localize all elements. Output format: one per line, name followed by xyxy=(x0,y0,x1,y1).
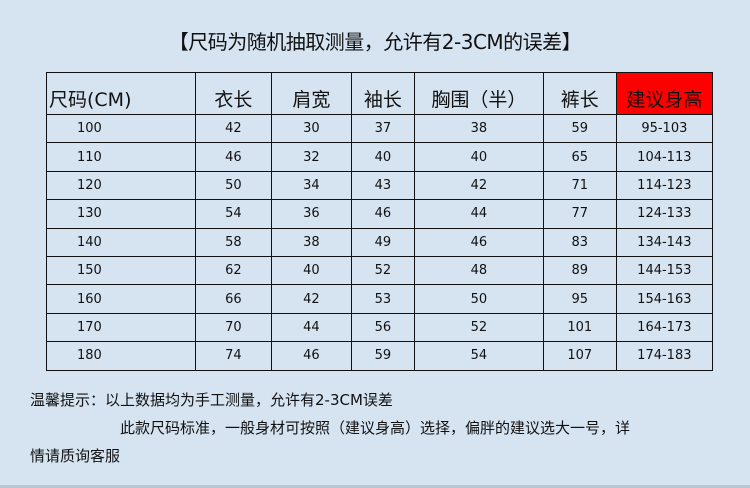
table-cell: 65 xyxy=(542,142,617,172)
table-cell: 59 xyxy=(350,341,415,371)
size-table: 尺码(CM) 衣长 肩宽 袖长 胸围（半） 裤长 建议身高 100 42 30 37 3… xyxy=(46,72,714,371)
table-cell: 50 xyxy=(413,284,544,314)
table-cell: 150 xyxy=(46,255,196,286)
table-cell: 40 xyxy=(270,255,352,286)
notes: 温馨提示：以上数据均为手工测量，允许有2-3CM误差 此款尺码标准，一般身材可按… xyxy=(30,386,730,470)
table-cell: 46 xyxy=(350,199,415,229)
table-cell: 58 xyxy=(194,227,272,257)
header-length: 衣长 xyxy=(194,72,272,115)
table-cell: 43 xyxy=(350,170,415,201)
table-cell: 140 xyxy=(46,227,196,257)
table-cell: 83 xyxy=(542,227,617,257)
table-row: 140 58 38 49 46 83 134-143 xyxy=(46,227,714,257)
table-cell: 44 xyxy=(270,312,352,343)
table-cell: 101 xyxy=(542,312,617,343)
note-line-3: 情请质询客服 xyxy=(30,447,121,465)
table-cell: 38 xyxy=(270,227,352,257)
header-shoulder: 肩宽 xyxy=(270,72,352,115)
header-sleeve: 袖长 xyxy=(350,72,415,115)
table-cell: 74 xyxy=(194,341,272,371)
table-cell: 46 xyxy=(270,341,352,371)
table-cell: 70 xyxy=(194,312,272,343)
table-cell: 95-103 xyxy=(615,113,714,144)
table-cell: 54 xyxy=(194,199,272,229)
note-line-1: 温馨提示：以上数据均为手工测量，允许有2-3CM误差 xyxy=(30,391,393,409)
table-cell: 110 xyxy=(46,142,196,172)
table-cell: 134-143 xyxy=(615,227,714,257)
table-cell: 100 xyxy=(46,113,196,144)
note-line-2: 此款尺码标准，一般身材可按照（建议身高）选择，偏胖的建议选大一号，详 xyxy=(120,419,631,437)
table-cell: 42 xyxy=(194,113,272,144)
table-cell: 144-153 xyxy=(615,255,714,286)
table-cell: 107 xyxy=(542,341,617,371)
table-cell: 124-133 xyxy=(615,199,714,229)
size-chart-title: 【尺码为随机抽取测量，允许有2-3CM的误差】 xyxy=(168,30,582,54)
table-cell: 32 xyxy=(270,142,352,172)
table-row: 130 54 36 46 44 77 124-133 xyxy=(46,199,714,229)
table-cell: 30 xyxy=(270,113,352,144)
table-cell: 77 xyxy=(542,199,617,229)
table-cell: 40 xyxy=(350,142,415,172)
header-suggested-height: 建议身高 xyxy=(615,72,714,115)
table-cell: 52 xyxy=(413,312,544,343)
table-cell: 38 xyxy=(413,113,544,144)
table-cell: 114-123 xyxy=(615,170,714,201)
table-cell: 59 xyxy=(542,113,617,144)
table-row: 150 62 40 52 48 89 144-153 xyxy=(46,255,714,286)
table-cell: 164-173 xyxy=(615,312,714,343)
table-row: 180 74 46 59 54 107 174-183 xyxy=(46,341,714,371)
table-cell: 66 xyxy=(194,284,272,314)
divider xyxy=(0,485,750,488)
table-row: 170 70 44 56 52 101 164-173 xyxy=(46,312,714,343)
header-chest: 胸围（半） xyxy=(413,72,544,115)
table-cell: 89 xyxy=(542,255,617,286)
table-cell: 40 xyxy=(413,142,544,172)
table-cell: 120 xyxy=(46,170,196,201)
table-cell: 48 xyxy=(413,255,544,286)
table-cell: 174-183 xyxy=(615,341,714,371)
table-cell: 95 xyxy=(542,284,617,314)
table-cell: 34 xyxy=(270,170,352,201)
header-size: 尺码(CM) xyxy=(46,72,196,115)
table-row: 160 66 42 53 50 95 154-163 xyxy=(46,284,714,314)
table-cell: 46 xyxy=(194,142,272,172)
table-row: 110 46 32 40 40 65 104-113 xyxy=(46,142,714,172)
table-cell: 54 xyxy=(413,341,544,371)
table-cell: 42 xyxy=(270,284,352,314)
table-cell: 71 xyxy=(542,170,617,201)
table-cell: 44 xyxy=(413,199,544,229)
table-cell: 154-163 xyxy=(615,284,714,314)
table-cell: 180 xyxy=(46,341,196,371)
table-cell: 50 xyxy=(194,170,272,201)
table-row: 120 50 34 43 42 71 114-123 xyxy=(46,170,714,201)
table-header-row: 尺码(CM) 衣长 肩宽 袖长 胸围（半） 裤长 建议身高 xyxy=(46,72,714,115)
table-cell: 53 xyxy=(350,284,415,314)
table-cell: 42 xyxy=(413,170,544,201)
table-cell: 56 xyxy=(350,312,415,343)
table-cell: 49 xyxy=(350,227,415,257)
table-cell: 170 xyxy=(46,312,196,343)
table-row: 100 42 30 37 38 59 95-103 xyxy=(46,113,714,144)
table-cell: 46 xyxy=(413,227,544,257)
header-pants-length: 裤长 xyxy=(542,72,617,115)
table-cell: 62 xyxy=(194,255,272,286)
table-cell: 36 xyxy=(270,199,352,229)
table-cell: 160 xyxy=(46,284,196,314)
table-cell: 37 xyxy=(350,113,415,144)
table-cell: 52 xyxy=(350,255,415,286)
table-cell: 130 xyxy=(46,199,196,229)
table-cell: 104-113 xyxy=(615,142,714,172)
